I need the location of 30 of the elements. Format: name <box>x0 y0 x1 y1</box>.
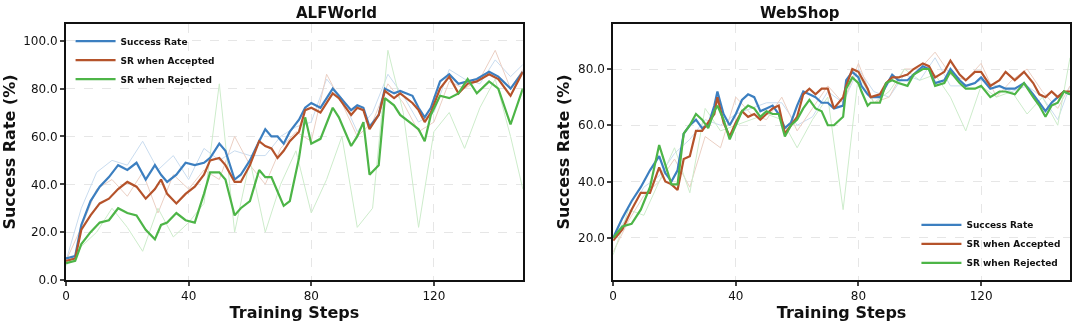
y-tick-label: 20.0 <box>578 231 605 245</box>
y-tick-label: 100.0 <box>23 33 58 48</box>
legend-label: Success Rate <box>120 36 188 47</box>
legend-label: SR when Accepted <box>120 55 215 66</box>
legend-label: SR when Rejected <box>966 258 1058 269</box>
y-tick-label: 40.0 <box>578 174 605 189</box>
y-tick-label: 20.0 <box>30 225 58 240</box>
y-tick-label: 60.0 <box>578 118 605 133</box>
y-axis-title: Success Rate (%) <box>0 74 19 230</box>
chart-title: WebShop <box>760 4 840 22</box>
x-tick-label: 0 <box>62 289 70 304</box>
x-tick-label: 80 <box>850 289 867 304</box>
x-tick-label: 40 <box>728 289 744 304</box>
y-axis-title: Success Rate (%) <box>554 74 574 230</box>
chart-title: ALFWorld <box>296 4 378 22</box>
x-axis-title: Training Steps <box>229 303 360 323</box>
legend-label: SR when Rejected <box>120 74 212 85</box>
y-tick-label: 40.0 <box>30 177 58 192</box>
x-axis-title: Training Steps <box>776 303 907 323</box>
x-tick-label: 120 <box>422 289 446 304</box>
x-tick-label: 120 <box>969 289 993 304</box>
y-tick-label: 80.0 <box>30 81 58 96</box>
x-tick-label: 0 <box>609 289 617 304</box>
legend-label: Success Rate <box>966 220 1034 231</box>
y-tick-label: 80.0 <box>578 62 605 77</box>
legend-label: SR when Accepted <box>966 239 1061 250</box>
y-tick-label: 60.0 <box>30 129 58 144</box>
x-tick-label: 80 <box>303 289 319 304</box>
x-tick-label: 40 <box>181 289 197 304</box>
y-tick-label: 0.0 <box>38 273 58 288</box>
